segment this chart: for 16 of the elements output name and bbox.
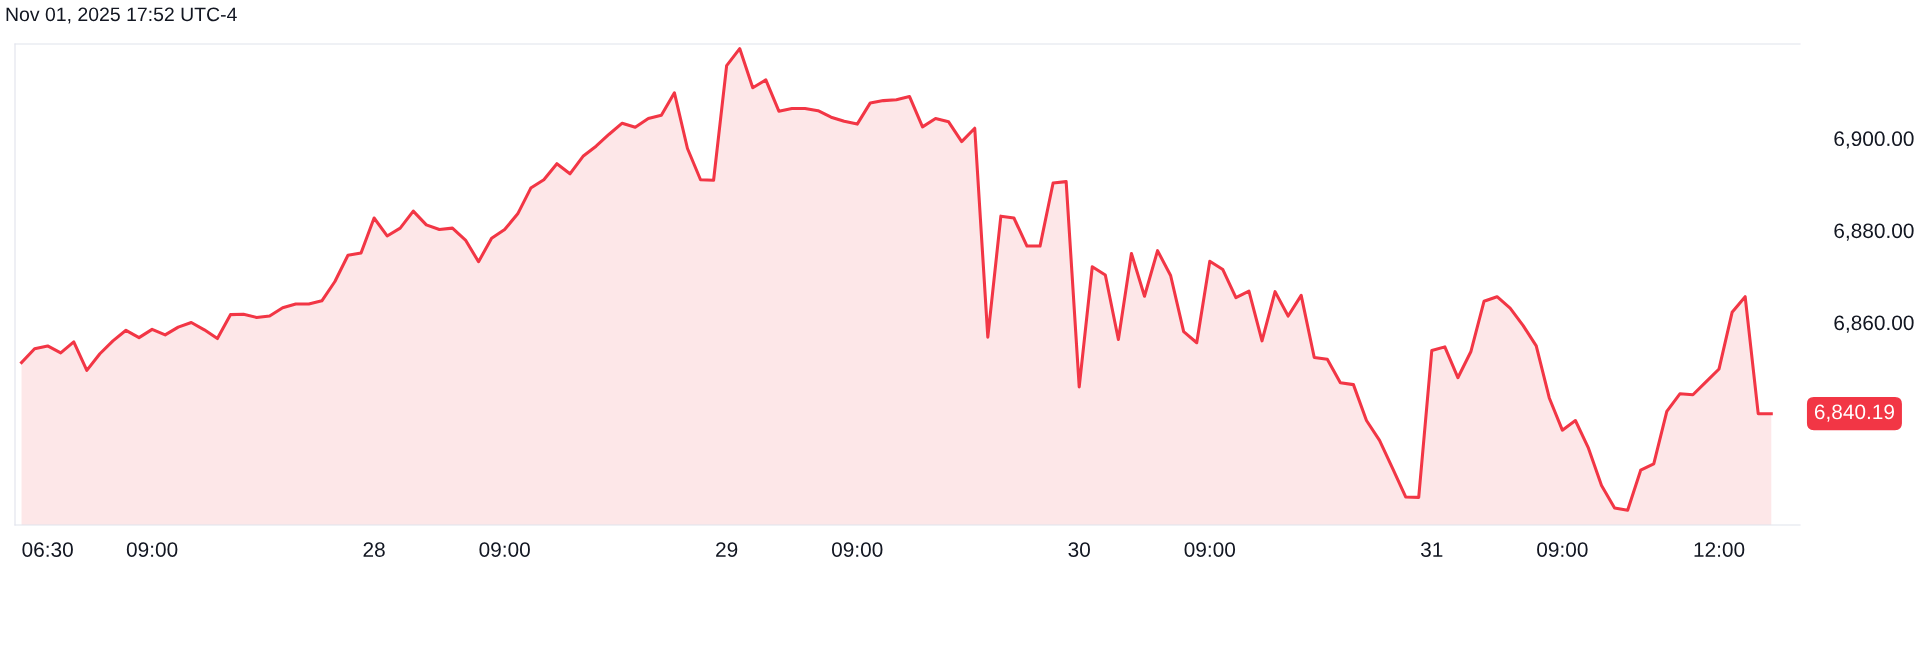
x-tick-label: 09:00 (126, 542, 178, 557)
x-tick-label: 09:00 (1184, 542, 1236, 557)
x-tick-label: 06:30 (22, 542, 73, 557)
x-tick-label: 30 (1068, 542, 1090, 557)
x-tick-label: 28 (363, 542, 385, 557)
x-tick-label: 31 (1420, 542, 1443, 557)
x-tick-label: 12:00 (1694, 542, 1745, 557)
x-tick-label: 09:00 (831, 542, 883, 557)
y-tick-label: 6,900.00 (1834, 131, 1914, 149)
text: Nov 01, 2025 17:52 UTC-4 (6, 7, 237, 24)
x-tick-label: 29 (716, 542, 738, 557)
x-tick-label: 09:00 (1537, 542, 1588, 557)
y-tick-label: 6,860.00 (1834, 315, 1914, 333)
text: 6,840.19 (1814, 404, 1894, 422)
x-tick-label: 09:00 (479, 542, 530, 557)
y-tick-label: 6,880.00 (1834, 223, 1914, 241)
